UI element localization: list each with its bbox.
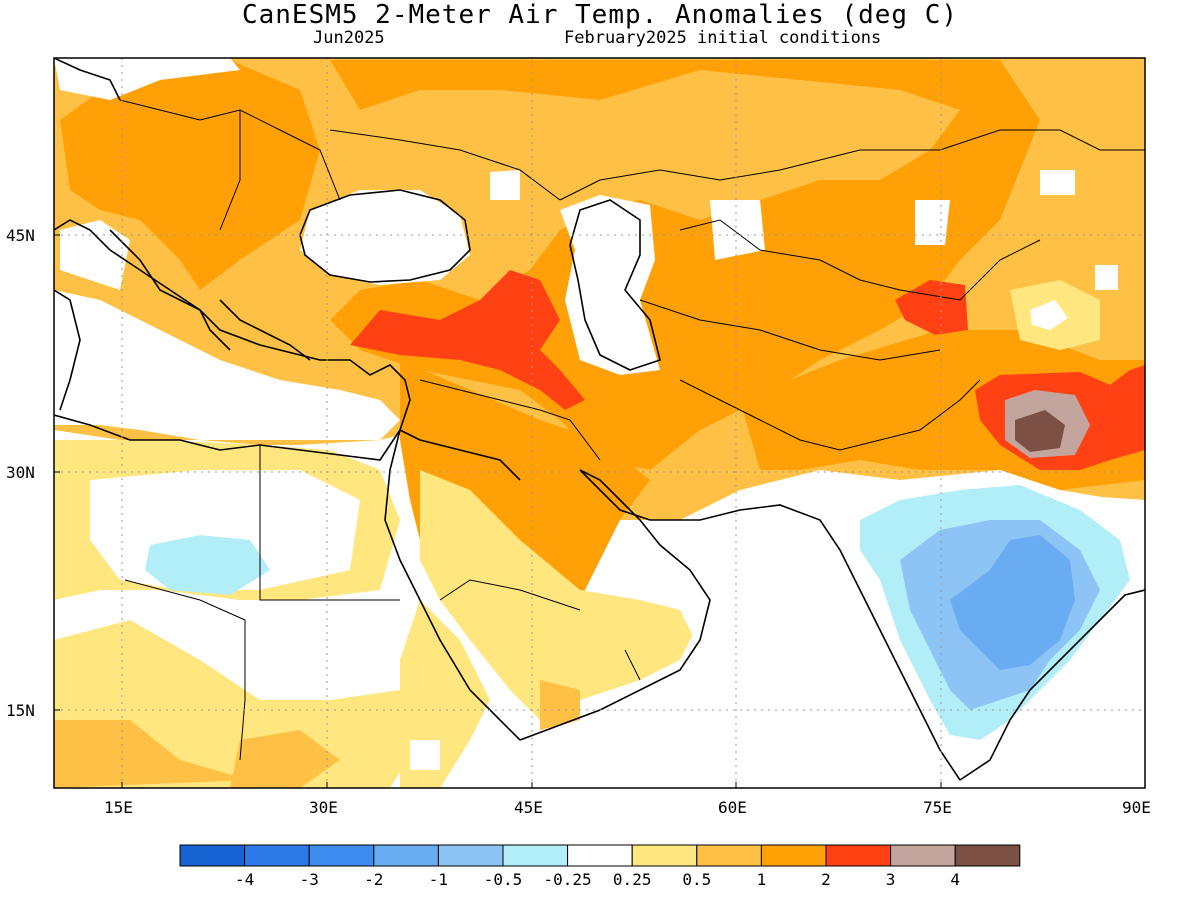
- colorbar-box: [825, 844, 892, 867]
- colorbar-tick-label: 4: [950, 870, 960, 889]
- colorbar-box: [502, 844, 569, 867]
- colorbar-tick-label: 0.25: [613, 870, 652, 889]
- colorbar-labels: -4 -3 -2 -1 -0.5 -0.25 0.25 0.5 1 2 3 4: [235, 870, 960, 889]
- grid-lines: [54, 58, 1145, 788]
- lon-label-75e: 75E: [923, 798, 952, 817]
- lon-label-15e: 15E: [104, 798, 133, 817]
- lat-label-15n: 15N: [6, 701, 35, 720]
- colorbar-tick-label: -1: [429, 870, 448, 889]
- colorbar-tick-label: 2: [821, 870, 831, 889]
- tick-marks: [54, 234, 1146, 788]
- lat-label-30n: 30N: [6, 463, 35, 482]
- colorbar: [179, 844, 1021, 867]
- lon-label-30e: 30E: [309, 798, 338, 817]
- initial-conditions: February2025 initial conditions: [564, 28, 882, 48]
- colorbar-tick-label: 3: [886, 870, 896, 889]
- colorbar-box: [631, 844, 698, 867]
- colorbar-box: [954, 844, 1021, 867]
- lon-label-60e: 60E: [718, 798, 747, 817]
- country-borders: [119, 99, 1145, 761]
- colorbar-tick-label: -2: [364, 870, 383, 889]
- lon-label-45e: 45E: [514, 798, 543, 817]
- colorbar-box: [373, 844, 439, 867]
- colorbar-tick-label: 1: [757, 870, 767, 889]
- colorbar-box: [437, 844, 504, 867]
- map-title: CanESM5 2-Meter Air Temp. Anomalies (deg…: [241, 0, 959, 30]
- colorbar-box: [696, 844, 762, 867]
- colorbar-box: [567, 844, 633, 867]
- colorbar-tick-label: -4: [235, 870, 254, 889]
- colorbar-tick-label: -0.5: [484, 870, 523, 889]
- forecast-month: Jun2025: [313, 28, 385, 48]
- colorbar-tick-label: 0.5: [682, 870, 711, 889]
- lon-label-90e: 90E: [1122, 798, 1151, 817]
- colorbar-tick-label: -3: [300, 870, 319, 889]
- map-frame: [53, 57, 1146, 789]
- colorbar-box: [244, 844, 310, 867]
- colorbar-box: [760, 844, 827, 867]
- colorbar-box: [179, 844, 246, 867]
- shaded-field: [54, 58, 1145, 788]
- colorbar-tick-label: -0.25: [544, 870, 592, 889]
- lat-label-45n: 45N: [6, 226, 35, 245]
- colorbar-box: [890, 844, 956, 867]
- colorbar-box: [308, 844, 375, 867]
